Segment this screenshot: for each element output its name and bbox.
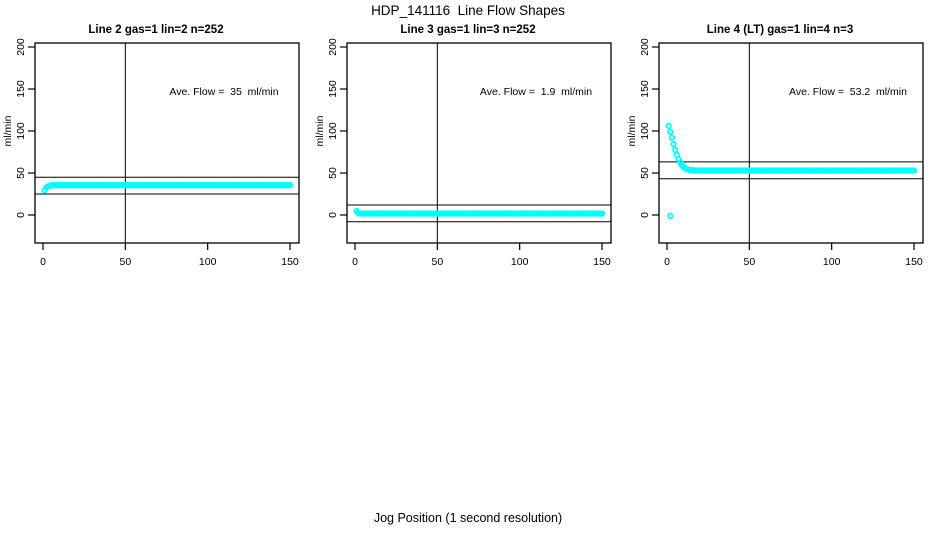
x-tick-label: 50 xyxy=(743,256,755,268)
flow-data-point xyxy=(667,128,674,135)
y-tick-label: 100 xyxy=(639,122,651,140)
flow-data-point xyxy=(286,182,294,189)
y-tick-label: 0 xyxy=(327,212,339,218)
y-tick-label: 50 xyxy=(327,167,339,179)
x-tick-label: 0 xyxy=(664,256,670,268)
y-tick-label: 150 xyxy=(327,80,339,98)
y-tick-label: 50 xyxy=(15,167,27,179)
x-tick-label: 50 xyxy=(431,256,443,268)
panel-title: Line 3 gas=1 lin=3 n=252 xyxy=(400,24,536,36)
x-tick-label: 50 xyxy=(119,256,131,268)
x-tick-label: 100 xyxy=(199,256,217,268)
avg-flow-annotation: Ave. Flow = 35 ml/min xyxy=(169,86,279,98)
chart-panel-line2: Line 2 gas=1 lin=2 n=252 ml/min 0 50 100 15… xyxy=(0,20,312,290)
y-tick-label: 200 xyxy=(327,38,339,56)
panel-title: Line 2 gas=1 lin=2 n=252 xyxy=(88,24,224,36)
x-tick-label: 0 xyxy=(40,256,46,268)
flow-data-point xyxy=(672,146,679,154)
flow-data-point xyxy=(668,134,676,141)
flow-data-point xyxy=(670,140,677,148)
x-tick-label: 100 xyxy=(823,256,841,268)
y-tick-label: 50 xyxy=(639,167,651,179)
y-tick-label: 0 xyxy=(15,212,27,218)
chart-panel-line3: Line 3 gas=1 lin=3 n=252 ml/min 0 50 100 15… xyxy=(312,20,624,290)
x-tick-label: 150 xyxy=(905,256,923,268)
x-tick-label: 150 xyxy=(593,256,611,268)
plot-box xyxy=(346,42,612,244)
flow-scatter-plot: 0 50 100 150 0 50 100 150 200 xyxy=(327,38,612,268)
flow-data-point xyxy=(910,167,918,174)
plot-box xyxy=(658,42,924,244)
x-tick-label: 100 xyxy=(511,256,529,268)
plot-box xyxy=(34,42,300,244)
y-tick-label: 100 xyxy=(15,122,27,140)
x-tick-label: 0 xyxy=(352,256,358,268)
flow-data-point xyxy=(665,122,672,130)
x-axis-label: Jog Position (1 second resolution) xyxy=(373,511,563,525)
y-tick-label: 100 xyxy=(327,122,339,140)
page-title: HDP_141116 Line Flow Shapes xyxy=(371,3,565,18)
flow-data-point xyxy=(598,210,606,217)
panel-title: Line 4 (LT) gas=1 lin=4 n=3 xyxy=(706,24,854,36)
avg-flow-annotation: Ave. Flow = 53.2 ml/min xyxy=(789,86,907,98)
flow-scatter-plot: 0 50 100 150 0 50 100 150 200 xyxy=(639,38,924,268)
chart-panel-line4: Line 4 (LT) gas=1 lin=4 n=3 ml/min 0 50 10… xyxy=(624,20,936,290)
flow-scatter-plot: 0 50 100 150 0 50 100 150 200 xyxy=(15,38,300,268)
y-tick-label: 150 xyxy=(15,80,27,98)
y-tick-label: 150 xyxy=(639,80,651,98)
flow-data-point xyxy=(667,212,674,219)
y-tick-label: 200 xyxy=(15,38,27,56)
x-tick-label: 150 xyxy=(281,256,299,268)
y-tick-label: 200 xyxy=(639,38,651,56)
y-tick-label: 0 xyxy=(639,212,651,218)
avg-flow-annotation: Ave. Flow = 1.9 ml/min xyxy=(479,86,593,98)
